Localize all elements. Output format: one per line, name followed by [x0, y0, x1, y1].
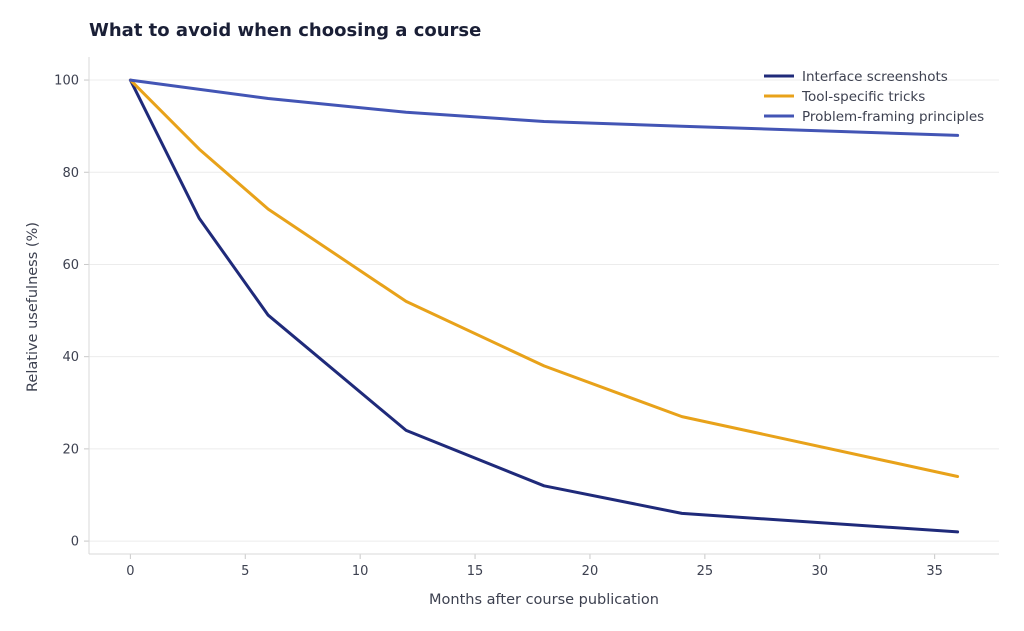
x-tick-label: 0	[126, 564, 134, 579]
x-tick-label: 15	[467, 564, 484, 579]
x-tick-label: 35	[926, 564, 943, 579]
x-tick-label: 20	[582, 564, 599, 579]
gridlines	[89, 79, 999, 542]
y-tick-label: 20	[62, 442, 79, 457]
y-tick-label: 60	[62, 258, 79, 273]
y-tick-label: 80	[62, 166, 79, 181]
axes: 0 20 40 60 80 100 0 5 10 15 20 25 30 35	[54, 57, 999, 579]
series-line-1	[128, 78, 960, 534]
legend-label: Tool-specific tricks	[801, 89, 925, 105]
series-line-2	[128, 78, 960, 478]
series-line-3	[128, 78, 960, 137]
y-tick-label: 100	[54, 74, 79, 89]
x-axis-label: Months after course publication	[429, 592, 659, 608]
y-axis-label: Relative usefulness (%)	[25, 222, 41, 392]
x-tick-label: 30	[811, 564, 828, 579]
series-lines	[128, 78, 960, 534]
legend: Interface screenshots Tool-specific trick…	[764, 69, 984, 125]
y-tick-label: 40	[62, 350, 79, 365]
legend-label: Problem-framing principles	[802, 109, 984, 125]
y-tick-label: 0	[71, 535, 79, 550]
x-tick-label: 25	[697, 564, 714, 579]
chart-title: What to avoid when choosing a course	[89, 20, 482, 41]
x-tick-label: 10	[352, 564, 369, 579]
legend-label: Interface screenshots	[802, 69, 948, 85]
x-tick-label: 5	[241, 564, 249, 579]
